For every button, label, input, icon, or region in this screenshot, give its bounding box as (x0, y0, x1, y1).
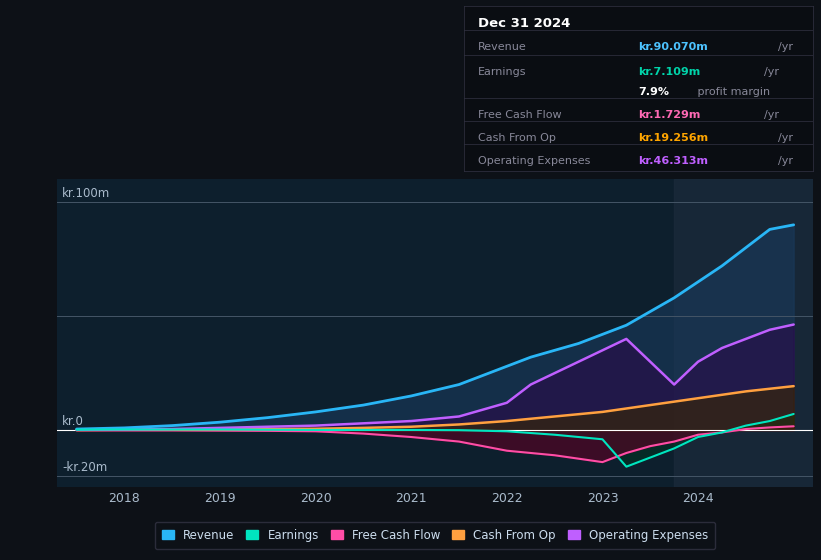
Text: 7.9%: 7.9% (639, 87, 669, 96)
Text: /yr: /yr (764, 67, 779, 77)
Text: Operating Expenses: Operating Expenses (478, 156, 590, 166)
Text: Free Cash Flow: Free Cash Flow (478, 110, 562, 120)
Legend: Revenue, Earnings, Free Cash Flow, Cash From Op, Operating Expenses: Revenue, Earnings, Free Cash Flow, Cash … (155, 522, 715, 549)
Text: Dec 31 2024: Dec 31 2024 (478, 17, 571, 30)
Text: -kr.20m: -kr.20m (62, 460, 108, 474)
Bar (674, 179, 813, 487)
Text: kr.46.313m: kr.46.313m (639, 156, 709, 166)
Text: profit margin: profit margin (695, 87, 770, 96)
Text: /yr: /yr (764, 110, 779, 120)
Text: kr.90.070m: kr.90.070m (639, 42, 708, 52)
Text: kr.1.729m: kr.1.729m (639, 110, 700, 120)
Text: /yr: /yr (778, 42, 793, 52)
Text: Cash From Op: Cash From Op (478, 133, 556, 143)
Text: kr.100m: kr.100m (62, 186, 111, 200)
Text: /yr: /yr (778, 156, 793, 166)
Text: kr.19.256m: kr.19.256m (639, 133, 709, 143)
Text: Earnings: Earnings (478, 67, 526, 77)
Text: kr.7.109m: kr.7.109m (639, 67, 700, 77)
Text: Revenue: Revenue (478, 42, 526, 52)
Text: kr.0: kr.0 (62, 415, 84, 428)
Text: /yr: /yr (778, 133, 793, 143)
